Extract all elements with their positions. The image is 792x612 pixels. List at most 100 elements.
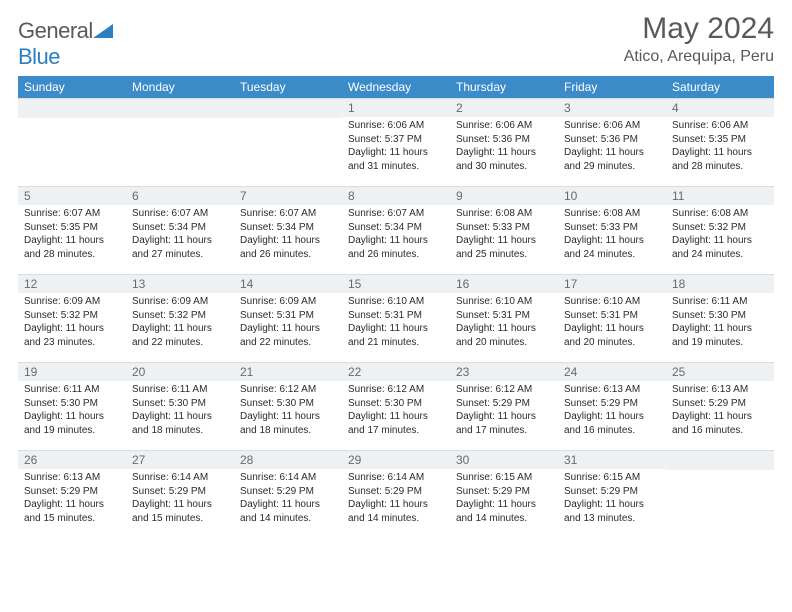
detail-line: Daylight: 11 hours [132, 234, 228, 248]
day-cell: 17Sunrise: 6:10 AMSunset: 5:31 PMDayligh… [558, 274, 666, 362]
day-details: Sunrise: 6:15 AMSunset: 5:29 PMDaylight:… [558, 469, 666, 529]
detail-line: Daylight: 11 hours [240, 322, 336, 336]
logo-triangle-icon [93, 22, 113, 38]
detail-line: Sunrise: 6:14 AM [348, 471, 444, 485]
dayname-friday: Friday [558, 76, 666, 98]
day-details: Sunrise: 6:06 AMSunset: 5:36 PMDaylight:… [450, 117, 558, 177]
day-number: 21 [234, 362, 342, 381]
day-details: Sunrise: 6:08 AMSunset: 5:32 PMDaylight:… [666, 205, 774, 265]
detail-line: and 15 minutes. [132, 512, 228, 526]
day-details: Sunrise: 6:14 AMSunset: 5:29 PMDaylight:… [342, 469, 450, 529]
detail-line: Daylight: 11 hours [132, 498, 228, 512]
day-number: 11 [666, 186, 774, 205]
day-cell: 20Sunrise: 6:11 AMSunset: 5:30 PMDayligh… [126, 362, 234, 450]
day-number: 20 [126, 362, 234, 381]
detail-line: Daylight: 11 hours [348, 498, 444, 512]
detail-line: Sunset: 5:29 PM [672, 397, 768, 411]
day-details: Sunrise: 6:12 AMSunset: 5:30 PMDaylight:… [234, 381, 342, 441]
day-number: 3 [558, 98, 666, 117]
day-number: 24 [558, 362, 666, 381]
day-cell: 18Sunrise: 6:11 AMSunset: 5:30 PMDayligh… [666, 274, 774, 362]
detail-line: and 26 minutes. [240, 248, 336, 262]
detail-line: Sunrise: 6:07 AM [24, 207, 120, 221]
detail-line: and 19 minutes. [672, 336, 768, 350]
dayname-wednesday: Wednesday [342, 76, 450, 98]
day-cell: 3Sunrise: 6:06 AMSunset: 5:36 PMDaylight… [558, 98, 666, 186]
detail-line: and 28 minutes. [672, 160, 768, 174]
detail-line: Sunrise: 6:15 AM [456, 471, 552, 485]
day-cell: 1Sunrise: 6:06 AMSunset: 5:37 PMDaylight… [342, 98, 450, 186]
detail-line: and 17 minutes. [456, 424, 552, 438]
day-number: 27 [126, 450, 234, 469]
day-number: 29 [342, 450, 450, 469]
day-cell: 15Sunrise: 6:10 AMSunset: 5:31 PMDayligh… [342, 274, 450, 362]
detail-line: and 21 minutes. [348, 336, 444, 350]
detail-line: Sunset: 5:34 PM [348, 221, 444, 235]
logo: GeneralBlue [18, 18, 113, 70]
detail-line: Sunrise: 6:08 AM [456, 207, 552, 221]
detail-line: Daylight: 11 hours [564, 410, 660, 424]
day-details: Sunrise: 6:09 AMSunset: 5:32 PMDaylight:… [126, 293, 234, 353]
detail-line: Sunset: 5:29 PM [240, 485, 336, 499]
detail-line: Sunset: 5:31 PM [348, 309, 444, 323]
detail-line: Daylight: 11 hours [564, 146, 660, 160]
day-details: Sunrise: 6:07 AMSunset: 5:34 PMDaylight:… [234, 205, 342, 265]
day-number: 23 [450, 362, 558, 381]
detail-line: Daylight: 11 hours [672, 234, 768, 248]
detail-line: Sunset: 5:29 PM [348, 485, 444, 499]
dayname-monday: Monday [126, 76, 234, 98]
day-details: Sunrise: 6:07 AMSunset: 5:35 PMDaylight:… [18, 205, 126, 265]
day-cell: 21Sunrise: 6:12 AMSunset: 5:30 PMDayligh… [234, 362, 342, 450]
detail-line: and 17 minutes. [348, 424, 444, 438]
day-number: 6 [126, 186, 234, 205]
detail-line: Daylight: 11 hours [672, 410, 768, 424]
detail-line: Sunrise: 6:09 AM [24, 295, 120, 309]
day-details: Sunrise: 6:08 AMSunset: 5:33 PMDaylight:… [450, 205, 558, 265]
dayname-row: SundayMondayTuesdayWednesdayThursdayFrid… [18, 76, 774, 98]
day-number: 13 [126, 274, 234, 293]
detail-line: Sunrise: 6:06 AM [456, 119, 552, 133]
detail-line: Sunset: 5:31 PM [456, 309, 552, 323]
dayname-tuesday: Tuesday [234, 76, 342, 98]
detail-line: Daylight: 11 hours [348, 322, 444, 336]
detail-line: Daylight: 11 hours [456, 498, 552, 512]
day-cell: 23Sunrise: 6:12 AMSunset: 5:29 PMDayligh… [450, 362, 558, 450]
day-number: 4 [666, 98, 774, 117]
detail-line: Sunrise: 6:11 AM [672, 295, 768, 309]
day-details: Sunrise: 6:09 AMSunset: 5:32 PMDaylight:… [18, 293, 126, 353]
detail-line: Daylight: 11 hours [24, 498, 120, 512]
day-cell: 29Sunrise: 6:14 AMSunset: 5:29 PMDayligh… [342, 450, 450, 538]
day-cell: 9Sunrise: 6:08 AMSunset: 5:33 PMDaylight… [450, 186, 558, 274]
detail-line: and 26 minutes. [348, 248, 444, 262]
detail-line: Daylight: 11 hours [456, 322, 552, 336]
detail-line: Sunrise: 6:09 AM [132, 295, 228, 309]
day-details: Sunrise: 6:09 AMSunset: 5:31 PMDaylight:… [234, 293, 342, 353]
day-details: Sunrise: 6:10 AMSunset: 5:31 PMDaylight:… [342, 293, 450, 353]
day-number: 28 [234, 450, 342, 469]
detail-line: Sunrise: 6:06 AM [672, 119, 768, 133]
day-details: Sunrise: 6:13 AMSunset: 5:29 PMDaylight:… [18, 469, 126, 529]
day-number: 9 [450, 186, 558, 205]
detail-line: Sunset: 5:36 PM [456, 133, 552, 147]
day-cell: 12Sunrise: 6:09 AMSunset: 5:32 PMDayligh… [18, 274, 126, 362]
day-details: Sunrise: 6:08 AMSunset: 5:33 PMDaylight:… [558, 205, 666, 265]
detail-line: Daylight: 11 hours [348, 146, 444, 160]
detail-line: and 28 minutes. [24, 248, 120, 262]
week-row: 19Sunrise: 6:11 AMSunset: 5:30 PMDayligh… [18, 362, 774, 450]
day-details: Sunrise: 6:07 AMSunset: 5:34 PMDaylight:… [126, 205, 234, 265]
day-number [18, 98, 126, 118]
detail-line: Sunset: 5:29 PM [24, 485, 120, 499]
day-number: 7 [234, 186, 342, 205]
day-cell: 11Sunrise: 6:08 AMSunset: 5:32 PMDayligh… [666, 186, 774, 274]
detail-line: Daylight: 11 hours [240, 498, 336, 512]
day-cell: 6Sunrise: 6:07 AMSunset: 5:34 PMDaylight… [126, 186, 234, 274]
day-details: Sunrise: 6:13 AMSunset: 5:29 PMDaylight:… [558, 381, 666, 441]
day-number: 14 [234, 274, 342, 293]
detail-line: Sunset: 5:32 PM [24, 309, 120, 323]
detail-line: Sunset: 5:30 PM [240, 397, 336, 411]
detail-line: and 20 minutes. [564, 336, 660, 350]
detail-line: and 16 minutes. [672, 424, 768, 438]
detail-line: and 24 minutes. [672, 248, 768, 262]
detail-line: and 24 minutes. [564, 248, 660, 262]
detail-line: and 25 minutes. [456, 248, 552, 262]
